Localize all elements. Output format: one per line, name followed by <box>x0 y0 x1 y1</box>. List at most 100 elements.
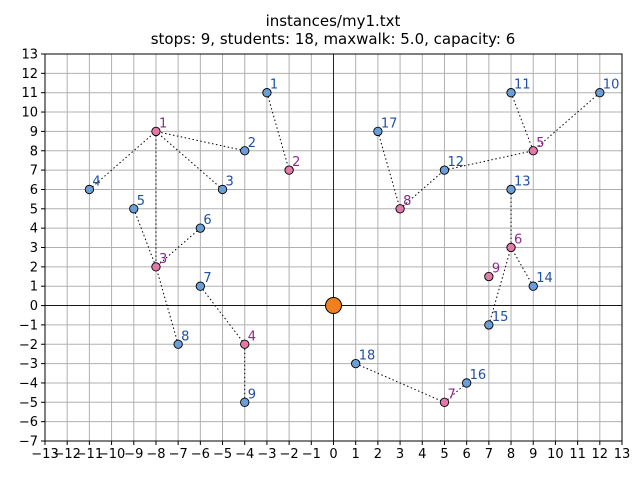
walk-link <box>155 131 223 190</box>
student-label: 14 <box>536 271 553 286</box>
x-tick-label: 13 <box>614 447 631 462</box>
x-tick-label: 11 <box>569 447 586 462</box>
walk-link <box>89 131 157 190</box>
y-tick-label: −3 <box>19 357 38 372</box>
student-label: 13 <box>514 174 531 189</box>
student-label: 9 <box>248 387 256 402</box>
x-tick-label: 0 <box>329 447 337 462</box>
x-tick-label: −5 <box>213 447 232 462</box>
student-label: 15 <box>492 310 509 325</box>
stop-label: 6 <box>514 233 522 248</box>
walk-link <box>133 208 157 268</box>
y-tick-label: 2 <box>30 260 38 275</box>
axes <box>41 53 623 445</box>
y-tick-label: −6 <box>19 415 38 430</box>
x-tick-label: −13 <box>31 447 58 462</box>
student-point <box>195 281 205 291</box>
x-tick-label: −3 <box>257 447 276 462</box>
walk-link <box>355 363 445 403</box>
student-point <box>484 320 494 330</box>
x-tick-label: −10 <box>98 447 125 462</box>
y-tick-label: 5 <box>30 202 38 217</box>
student-label: 7 <box>203 271 211 286</box>
x-tick-label: 3 <box>396 447 404 462</box>
student-point <box>506 88 516 98</box>
x-tick-label: 9 <box>529 447 537 462</box>
student-point <box>439 165 450 175</box>
x-tick-label: −12 <box>53 447 80 462</box>
student-label: 10 <box>603 78 620 93</box>
student-point <box>506 184 516 195</box>
y-tick-label: 4 <box>30 222 38 237</box>
x-tick-label: −2 <box>280 447 299 462</box>
y-tick-label: −2 <box>19 338 38 353</box>
walk-link <box>399 169 445 210</box>
y-tick-label: 10 <box>21 106 38 121</box>
stop-point <box>506 242 516 253</box>
student-point <box>217 184 228 195</box>
x-tick-label: 8 <box>507 447 515 462</box>
stop-point <box>528 146 538 156</box>
student-label: 2 <box>248 136 256 151</box>
walk-link <box>155 130 245 152</box>
y-tick-label: 9 <box>30 125 38 140</box>
student-label: 3 <box>226 174 234 189</box>
y-tick-label: 6 <box>30 183 38 198</box>
x-tick-label: −11 <box>76 447 103 462</box>
stop-point <box>284 165 294 175</box>
y-tick-label: −1 <box>19 318 38 333</box>
student-point <box>84 184 95 195</box>
tick-labels: −13−12−11−10−9 −8 −7 −6 −5 −4 −3 −2 −1 0 1 2 3 4 5 6 7 8 9… <box>19 48 630 463</box>
y-tick-label: 12 <box>21 67 38 82</box>
walk-link <box>444 150 534 171</box>
y-tick-label: 11 <box>21 86 38 101</box>
x-tick-label: 4 <box>418 447 426 462</box>
walk-link <box>488 247 512 326</box>
walk-link <box>510 92 534 151</box>
y-tick-label: −7 <box>19 435 38 450</box>
y-tick-label: 0 <box>30 299 38 314</box>
student-label: 6 <box>203 213 211 228</box>
student-point <box>240 146 250 156</box>
y-tick-label: −5 <box>19 396 38 411</box>
stop-label: 5 <box>536 136 544 151</box>
stop-label: 8 <box>403 194 411 209</box>
stop-label: 7 <box>447 387 455 402</box>
x-tick-label: 6 <box>463 447 471 462</box>
student-point <box>462 378 472 388</box>
student-point <box>195 223 205 233</box>
walk-link <box>377 131 401 209</box>
walk-link <box>266 92 290 171</box>
x-tick-label: −1 <box>302 447 321 462</box>
student-label: 8 <box>181 329 189 344</box>
x-tick-label: −4 <box>235 447 254 462</box>
walk-link <box>444 382 467 403</box>
x-tick-label: 12 <box>592 447 609 462</box>
student-point <box>595 88 605 98</box>
student-point <box>129 204 139 214</box>
stop-point <box>395 204 405 214</box>
student-label: 17 <box>381 116 398 131</box>
stop-label: 3 <box>159 252 167 267</box>
student-label: 1 <box>270 78 278 93</box>
stop-point <box>439 397 450 407</box>
stop-point <box>151 262 161 272</box>
depot-marker <box>325 297 342 315</box>
x-tick-label: −6 <box>191 447 210 462</box>
y-tick-label: 1 <box>30 280 38 295</box>
stop-point <box>240 339 250 349</box>
y-tick-label: −4 <box>19 376 38 391</box>
student-label: 11 <box>514 78 531 93</box>
stop-label: 1 <box>159 116 167 131</box>
stop-label: 2 <box>292 155 300 170</box>
x-tick-label: −7 <box>169 447 188 462</box>
student-label: 5 <box>137 194 145 209</box>
stop-label: 4 <box>248 329 256 344</box>
stop-point <box>151 126 161 137</box>
walk-link <box>199 285 246 345</box>
student-label: 18 <box>359 349 376 364</box>
x-tick-label: 1 <box>352 447 360 462</box>
x-tick-label: 2 <box>374 447 382 462</box>
